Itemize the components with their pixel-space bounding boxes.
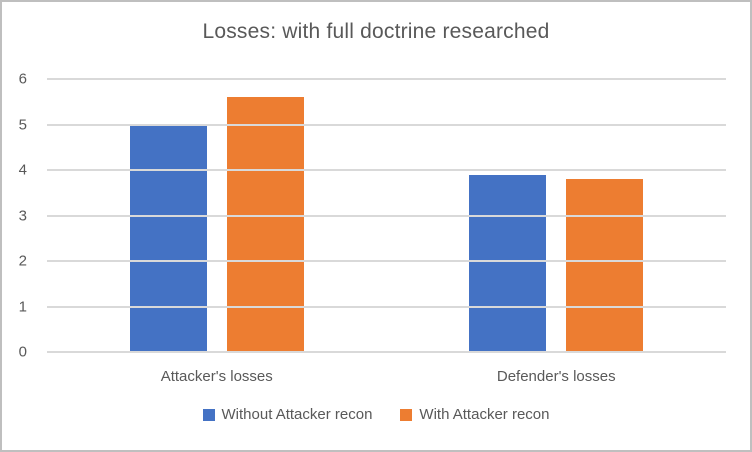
y-tick-label: 4 [18,161,27,179]
legend-swatch-orange-icon [400,408,413,421]
chart-title: Losses: with full doctrine researched [202,20,550,43]
x-axis-labels: Attacker's losses Defender's losses [47,368,726,385]
y-tick-label: 5 [18,116,27,133]
plot-area: 0 1 2 3 4 5 6 [19,72,726,360]
legend: Without Attacker recon With Attacker rec… [2,406,750,423]
y-tick-label: 0 [18,343,27,361]
gridline [47,169,726,171]
y-tick-label: 1 [18,298,27,315]
legend-item-with-attacker-recon: With Attacker recon [400,406,549,423]
gridline [47,260,726,262]
legend-label-with-attacker-recon: With Attacker recon [419,406,550,423]
bar-group-defenders-losses [387,79,727,352]
legend-item-without-attacker-recon: Without Attacker recon [202,406,373,423]
category-label-attackers-losses: Attacker's losses [160,368,273,385]
bar-with-attacker-recon [226,97,304,352]
bar-without-attacker-recon [129,124,207,352]
gridline [47,351,726,353]
gridline [47,305,726,308]
category-label-defenders-losses: Defender's losses [496,368,616,385]
gridline [47,123,726,126]
y-tick-label: 2 [18,252,27,270]
gridline [47,214,726,217]
bar-with-attacker-recon [566,179,644,352]
legend-swatch-blue-icon [202,408,215,421]
y-tick-label: 6 [18,70,27,88]
legend-label-without-attacker-recon: Without Attacker recon [221,406,373,423]
bar-groups [47,79,726,352]
bar-group-attackers-losses [47,79,387,352]
gridline [47,78,726,80]
y-tick-label: 3 [18,207,27,224]
bar-without-attacker-recon [469,174,547,352]
